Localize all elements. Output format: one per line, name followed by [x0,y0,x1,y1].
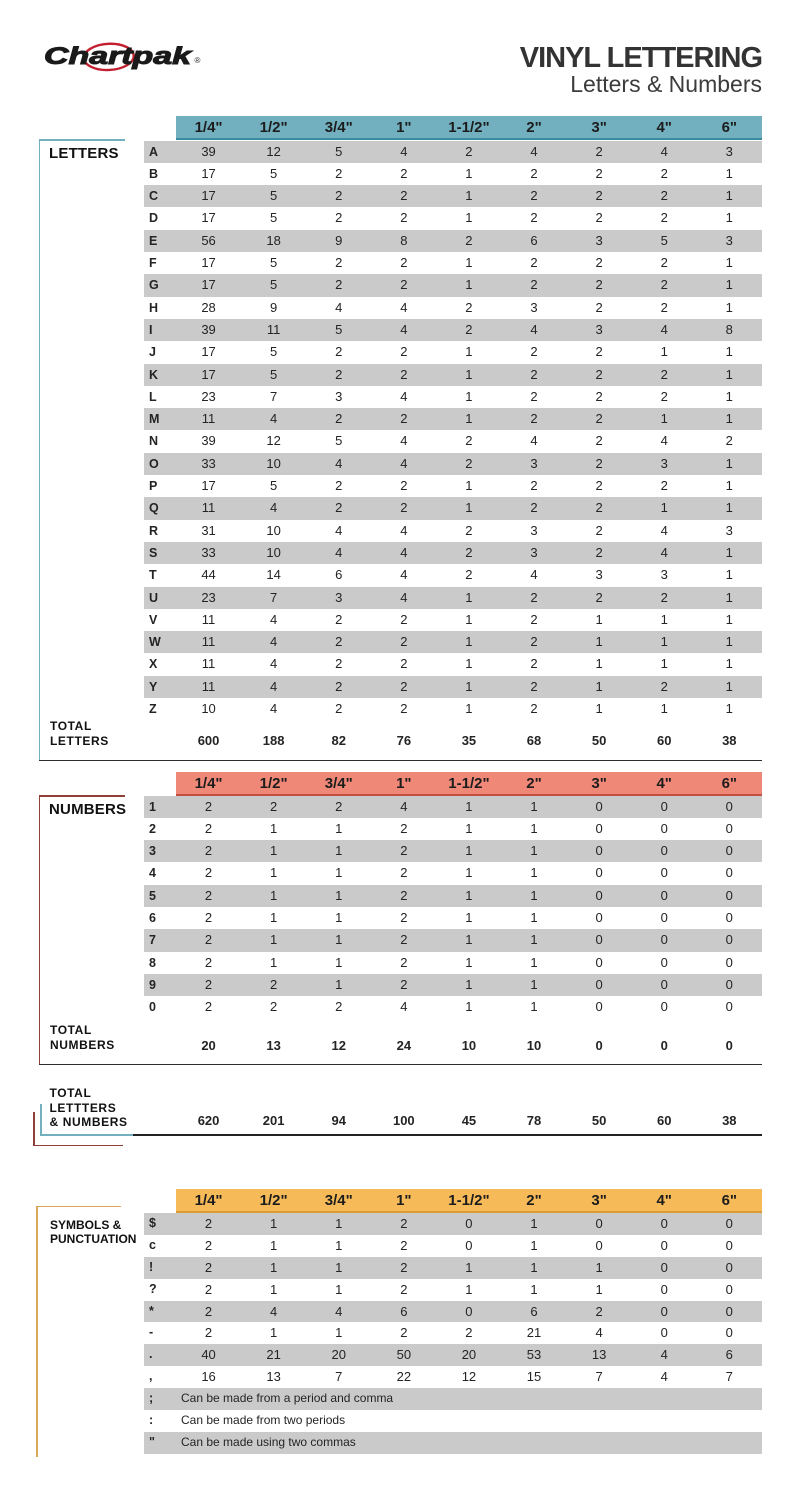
svg-text:Chartpak: Chartpak [44,43,193,70]
svg-text:®: ® [195,56,201,65]
